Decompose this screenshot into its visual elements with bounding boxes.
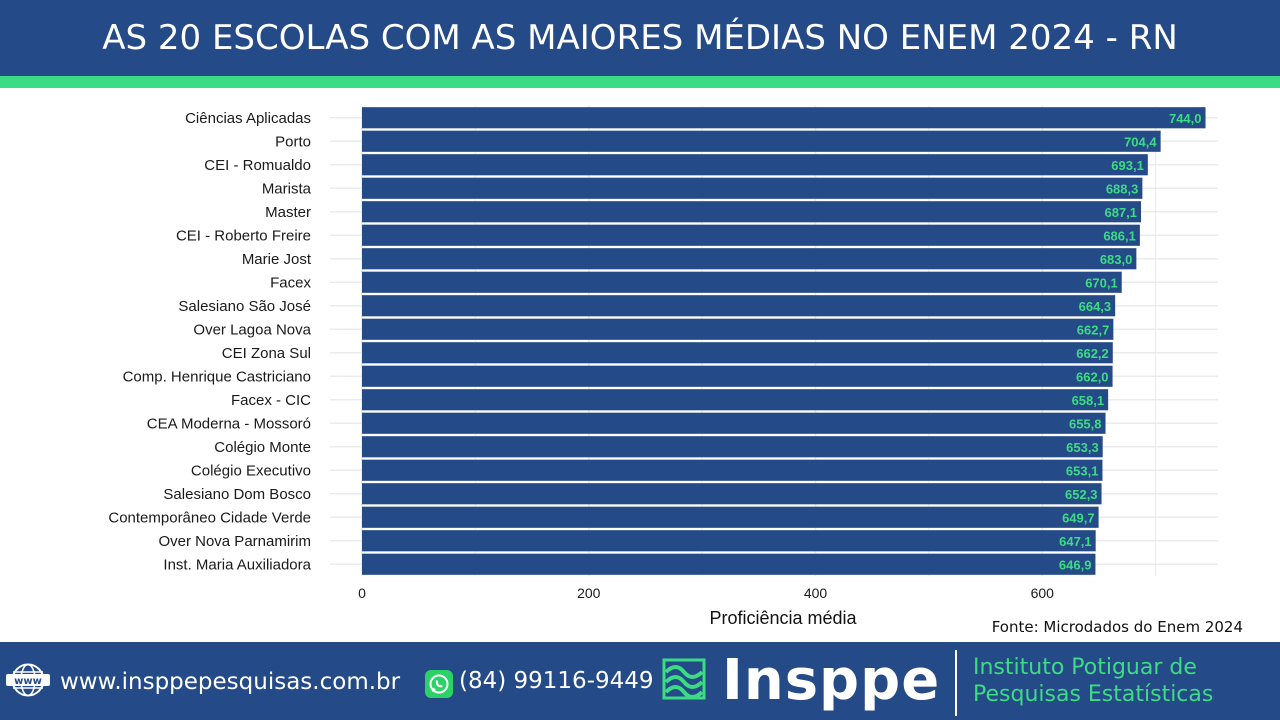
bar-chart: Ciências Aplicadas 744,0 Porto 704,4 CEI - R… — [108, 106, 1218, 628]
category-label: Marista — [262, 180, 312, 197]
category-label: CEA Moderna - Mossoró — [147, 415, 311, 432]
category-label: Facex — [270, 274, 311, 291]
value-label: 655,8 — [1069, 416, 1102, 431]
x-axis-title: Proficiência média — [709, 608, 857, 628]
category-label: Salesiano Dom Bosco — [163, 486, 311, 503]
page-title: AS 20 ESCOLAS COM AS MAIORES MÉDIAS NO E… — [102, 18, 1178, 58]
www-icon-label: www — [14, 676, 42, 687]
category-label: CEI Zona Sul — [222, 345, 311, 362]
bar — [362, 483, 1102, 505]
x-tick-label: 200 — [577, 585, 601, 601]
bar — [362, 436, 1103, 458]
category-label: Ciências Aplicadas — [185, 110, 311, 127]
bar — [362, 154, 1148, 176]
value-label: 688,3 — [1106, 181, 1139, 196]
institute-name-line1: Instituto Potiguar de — [973, 655, 1197, 680]
bar — [362, 201, 1142, 223]
bar — [362, 459, 1103, 481]
value-label: 693,1 — [1111, 158, 1144, 173]
category-label: Over Lagoa Nova — [193, 321, 311, 338]
bar — [362, 530, 1096, 552]
phone-number[interactable]: (84) 99116-9449 — [459, 668, 654, 694]
bar — [362, 506, 1099, 528]
bar — [362, 271, 1122, 293]
category-label: Facex - CIC — [231, 392, 311, 409]
value-label: 662,2 — [1076, 346, 1109, 361]
bar — [362, 389, 1109, 411]
value-label: 662,0 — [1076, 369, 1109, 384]
footer-divider — [955, 650, 957, 716]
category-label: Over Nova Parnamirim — [158, 533, 311, 550]
value-label: 658,1 — [1072, 393, 1105, 408]
value-label: 683,0 — [1100, 252, 1133, 267]
category-label: Contemporâneo Cidade Verde — [108, 509, 311, 526]
value-label: 652,3 — [1065, 487, 1098, 502]
brand-name: Insppe — [722, 648, 941, 713]
category-label: Master — [265, 204, 311, 221]
value-label: 686,1 — [1103, 228, 1136, 243]
bar — [362, 224, 1140, 246]
category-label: Comp. Henrique Castriciano — [123, 368, 311, 385]
value-label: 649,7 — [1062, 510, 1095, 525]
value-label: 670,1 — [1085, 275, 1118, 290]
globe-www-icon: www — [6, 663, 50, 697]
bar — [362, 177, 1143, 199]
value-label: 646,9 — [1059, 557, 1092, 572]
header-banner: AS 20 ESCOLAS COM AS MAIORES MÉDIAS NO E… — [0, 0, 1280, 76]
institute-name-line2: Pesquisas Estatísticas — [973, 682, 1214, 707]
value-label: 662,7 — [1077, 322, 1110, 337]
value-label: 647,1 — [1059, 534, 1092, 549]
value-label: 687,1 — [1104, 205, 1137, 220]
bar — [362, 553, 1096, 575]
bar — [362, 342, 1113, 364]
category-label: Marie Jost — [242, 251, 312, 268]
bar — [362, 318, 1114, 340]
x-tick-label: 600 — [1031, 585, 1055, 601]
bar — [362, 295, 1116, 317]
value-label: 704,4 — [1124, 134, 1157, 149]
x-tick-label: 0 — [358, 585, 366, 601]
bar — [362, 107, 1206, 129]
value-label: 664,3 — [1079, 299, 1112, 314]
inspp-wave-logo-icon — [662, 658, 706, 700]
source-note: Fonte: Microdados do Enem 2024 — [991, 618, 1243, 636]
category-label: Porto — [275, 133, 311, 150]
value-label: 653,1 — [1066, 463, 1099, 478]
bar — [362, 365, 1113, 387]
category-label: Inst. Maria Auxiliadora — [163, 556, 311, 573]
value-label: 744,0 — [1169, 111, 1202, 126]
header-accent-stripe — [0, 76, 1280, 88]
website-link[interactable]: www.insppepesquisas.com.br — [60, 669, 401, 695]
bar — [362, 248, 1137, 270]
category-label: CEI - Roberto Freire — [176, 227, 311, 244]
whatsapp-icon — [425, 670, 453, 698]
category-label: Colégio Executivo — [191, 462, 311, 479]
x-tick-label: 400 — [804, 585, 828, 601]
bar — [362, 130, 1161, 152]
category-label: Salesiano São José — [178, 298, 311, 315]
category-label: CEI - Romualdo — [204, 157, 311, 174]
bar — [362, 412, 1106, 434]
value-label: 653,3 — [1066, 440, 1099, 455]
footer-bar: www www.insppepesquisas.com.br (84) 9911… — [0, 642, 1280, 720]
category-label: Colégio Monte — [214, 439, 311, 456]
